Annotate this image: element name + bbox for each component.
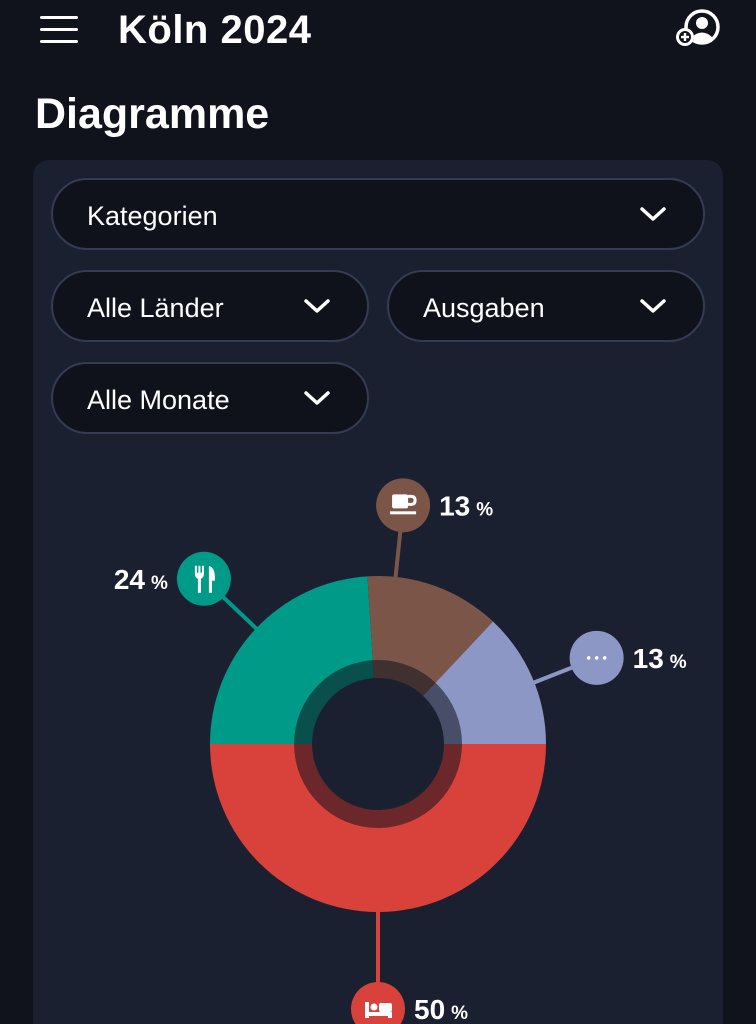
menu-button[interactable] [36,12,80,48]
cutlery-icon [194,565,215,593]
slice-percent-label: 50% [414,994,468,1024]
slice-badge-essen[interactable] [176,551,231,606]
trip-title: Köln 2024 [118,8,312,52]
chevron-down-icon [640,299,666,313]
category-select[interactable]: Kategorien [51,178,705,250]
donut-hole [312,678,444,810]
countries-select-value: Alle Länder [87,293,224,323]
chevron-down-icon [304,391,330,405]
page-title: Diagramme [35,90,270,138]
slice-badge-sonstiges[interactable] [569,630,624,685]
slice-percent-label: 13% [439,490,493,521]
chevron-down-icon [640,207,666,221]
add-person-button[interactable] [672,8,722,50]
countries-select[interactable]: Alle Länder [51,270,369,342]
category-select-value: Kategorien [87,201,218,231]
months-select-value: Alle Monate [87,385,230,415]
top-app-bar: Köln 2024 [0,0,756,64]
months-select[interactable]: Alle Monate [51,362,369,434]
type-select-value: Ausgaben [423,293,545,323]
slice-percent-label: 13% [633,643,687,674]
more-dots-icon [586,656,607,660]
bed-icon [365,1002,392,1018]
chevron-down-icon [304,299,330,313]
slice-percent-label: 24% [114,564,168,595]
type-select[interactable]: Ausgaben [387,270,705,342]
coffee-cup-icon [390,494,417,515]
slice-badge-unterkunft[interactable] [351,982,405,1024]
slice-badge-kaffee[interactable] [376,478,431,533]
add-person-icon [676,9,720,46]
